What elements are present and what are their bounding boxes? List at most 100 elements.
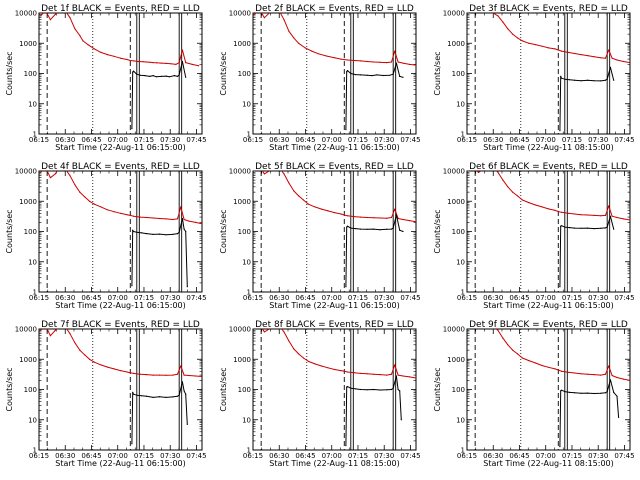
chart-panel-3f: Det 3f BLACK = Events, RED = LLD 1 10 100 10… [433,4,635,152]
point-lld [180,206,182,208]
point-events [176,395,179,397]
point-lld [516,37,519,39]
series-line-lld [254,329,416,379]
y-tick-label: 1000 [19,40,37,48]
point-lld [574,213,576,215]
point-lld [160,62,162,64]
point-lld [560,50,563,52]
x-tick-label: 07:30 [160,136,180,144]
point-lld [511,349,514,351]
point-lld [201,223,202,225]
x-tick-label: 06:30 [269,452,289,460]
point-events [613,391,615,393]
x-tick-label: 06:30 [483,294,503,302]
x-tick-label: 07:45 [614,294,634,302]
point-events [152,233,154,235]
y-axis-label: Counts/sec [219,367,228,411]
point-lld [611,374,613,377]
point-events [366,228,368,230]
point-lld [366,60,368,63]
point-lld [288,182,290,184]
point-lld [100,206,102,208]
y-tick-label: 10000 [443,10,465,18]
series-line-lld [477,329,630,381]
point-lld [580,54,582,56]
point-events [593,392,595,395]
point-lld [507,186,509,188]
x-tick-label: 07:30 [374,452,394,460]
point-lld [74,184,76,186]
y-axis-label: Counts/sec [433,51,442,95]
chart-panel-1f: Det 1f BLACK = Events, RED = LLD 1 10 100 10… [5,4,207,152]
x-tick-label: 07:00 [536,452,556,460]
point-lld [353,59,355,62]
point-lld [146,374,148,376]
point-lld [521,40,524,42]
point-lld [181,49,183,51]
point-events [395,375,397,377]
point-lld [629,219,630,221]
point-events [402,230,404,233]
point-events [139,74,141,76]
series-line-lld [40,171,202,225]
point-events [559,446,561,448]
y-tick-label: 10 [456,258,465,266]
point-lld [346,371,349,373]
x-tick-label: 07:45 [186,136,206,144]
point-events [609,215,612,217]
y-tick-label: 100 [24,70,37,78]
point-lld [142,61,144,63]
point-lld [333,212,336,214]
y-tick-label: 100 [24,228,37,236]
point-events [181,217,183,220]
x-axis-label: Start Time (22-Aug-11 06:15:00) [55,143,186,152]
point-events [373,228,375,230]
point-lld [288,340,290,342]
y-tick-label: 10 [28,258,37,266]
x-tick-label: 06:30 [55,294,75,302]
x-tick-label: 06:45 [81,452,101,460]
chart-title: Det 2f BLACK = Events, RED = LLD [255,4,414,14]
point-lld [397,374,399,376]
point-lld [408,376,411,378]
point-events [580,80,582,82]
x-tick-label: 07:30 [160,452,180,460]
point-lld [567,51,569,54]
point-lld [507,344,509,346]
point-events [559,286,561,288]
point-lld [74,342,76,344]
point-lld [100,51,102,54]
point-lld [180,365,182,367]
point-lld [188,220,190,222]
point-lld [254,13,256,15]
point-lld [343,214,345,216]
point-events [399,229,401,231]
point-events [392,73,394,75]
y-axis-label: Counts/sec [5,51,14,95]
y-tick-label: 10000 [229,168,251,176]
point-lld [557,210,559,213]
point-lld [88,200,91,202]
point-lld [49,19,52,21]
point-lld [288,30,290,32]
point-events [569,227,571,229]
point-events [165,396,167,398]
point-events [569,79,571,81]
y-tick-label: 1 [247,289,251,297]
point-lld [79,349,81,351]
point-lld [366,216,368,219]
point-lld [40,15,42,17]
point-lld [340,213,342,215]
chart-title: Det 4f BLACK = Events, RED = LLD [41,162,200,172]
point-lld [268,171,270,172]
point-lld [415,221,416,223]
point-events [346,225,349,227]
point-lld [263,173,265,175]
point-events [152,396,154,398]
point-events [580,392,582,394]
point-lld [283,19,285,21]
point-lld [69,17,71,19]
point-lld [126,371,128,373]
x-tick-label: 06:15 [243,294,263,302]
point-events [173,75,175,77]
